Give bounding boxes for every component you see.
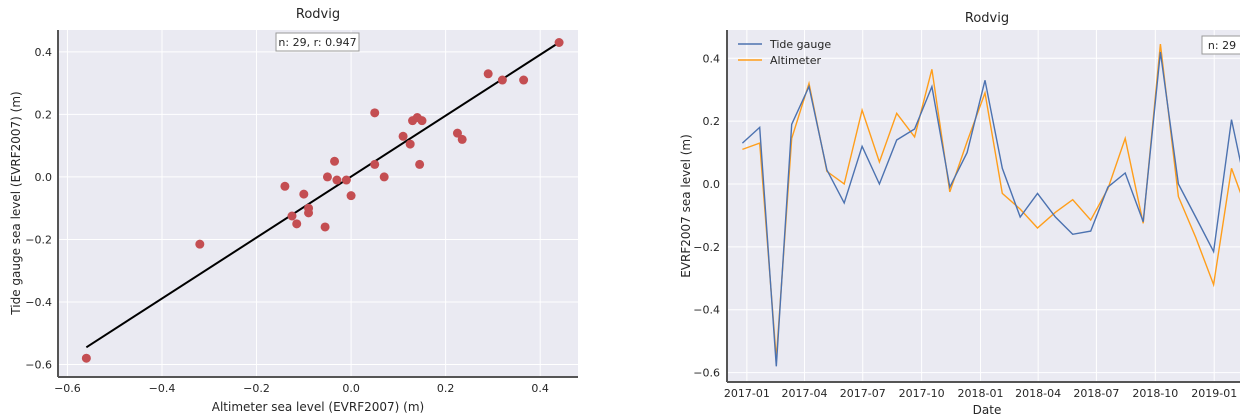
scatter-plot-area <box>58 30 578 377</box>
scatter-point <box>379 172 389 182</box>
timeseries-y-axis-label: EVRF2007 sea level (m) <box>680 134 693 278</box>
scatter-point <box>497 75 507 85</box>
scatter-chart: Rodvig −0.6 −0.4 −0.2 0.0 0.2 0.4 −0.6−0.4−0.… <box>9 7 578 414</box>
scatter-fit-line <box>85 41 560 349</box>
scatter-point <box>320 222 330 232</box>
timeseries-x-tick-label: 2017-10 <box>899 387 945 400</box>
scatter-point <box>405 139 415 149</box>
scatter-point <box>415 159 425 169</box>
timeseries-x-tick-label: 2018-04 <box>1015 387 1061 400</box>
scatter-x-ticks: −0.6 −0.4 −0.2 0.0 0.2 0.4 <box>54 382 549 395</box>
scatter-x-tick-label: 0.0 <box>342 382 360 395</box>
scatter-x-tick-label: 0.4 <box>531 382 549 395</box>
scatter-points <box>81 38 564 363</box>
scatter-point <box>346 191 356 201</box>
scatter-x-tick-label: −0.6 <box>54 382 81 395</box>
scatter-point <box>417 116 427 126</box>
timeseries-x-tick-label: 2017-01 <box>724 387 770 400</box>
timeseries-y-tick-label: 0.0 <box>703 178 721 191</box>
timeseries-lines <box>741 44 1240 367</box>
scatter-y-tick-label: −0.4 <box>25 296 52 309</box>
timeseries-x-tick-label: 2018-01 <box>958 387 1004 400</box>
timeseries-x-ticks: 2017-01 2017-04 2017-07 2017-10 2018-01 2018-… <box>724 387 1237 400</box>
timeseries-x-tick-label: 2018-07 <box>1073 387 1119 400</box>
scatter-point <box>332 175 342 185</box>
timeseries-line-tide-gauge <box>741 51 1240 367</box>
scatter-point <box>292 219 302 229</box>
scatter-point <box>195 239 205 249</box>
timeseries-x-tick-label: 2017-07 <box>840 387 886 400</box>
scatter-x-tick-label: 0.2 <box>437 382 455 395</box>
scatter-grid <box>58 30 578 377</box>
timeseries-annotation-box: n: 29 <box>1201 35 1240 55</box>
timeseries-chart: Rodvig 2017-01 2017-04 2017-07 2017-10 2018-… <box>680 11 1240 417</box>
scatter-point <box>81 353 91 363</box>
scatter-point <box>287 211 297 221</box>
timeseries-legend: Tide gauge Altimeter <box>738 38 831 67</box>
scatter-y-tick-label: 0.4 <box>35 46 53 59</box>
timeseries-y-tick-label: −0.6 <box>693 367 720 380</box>
scatter-y-tick-label: −0.2 <box>25 233 52 246</box>
scatter-y-tick-label: −0.6 <box>25 358 52 371</box>
scatter-title: Rodvig <box>296 7 340 22</box>
timeseries-annotation-frame <box>1201 35 1240 55</box>
scatter-annotation-box: n: 29, r: 0.947 <box>275 32 360 52</box>
scatter-point <box>519 75 529 85</box>
timeseries-x-tick-label: 2018-10 <box>1132 387 1178 400</box>
timeseries-x-axis-label: Date <box>973 403 1002 417</box>
scatter-point <box>280 181 290 191</box>
scatter-point <box>457 134 467 144</box>
scatter-annotation: n: 29, r: 0.947 <box>278 36 356 49</box>
scatter-y-tick-label: 0.0 <box>35 171 53 184</box>
scatter-y-tick-label: 0.2 <box>35 108 53 121</box>
timeseries-y-tick-label: 0.2 <box>703 115 721 128</box>
scatter-point <box>370 108 380 118</box>
timeseries-x-tick-label: 2019-01 <box>1191 387 1237 400</box>
scatter-x-tick-label: −0.2 <box>243 382 270 395</box>
timeseries-title: Rodvig <box>965 11 1009 26</box>
scatter-point <box>304 208 314 218</box>
scatter-x-tick-label: −0.4 <box>149 382 176 395</box>
scatter-y-axis-label: Tide gauge sea level (EVRF2007) (m) <box>9 91 23 315</box>
timeseries-annotation: n: 29 <box>1208 39 1236 52</box>
timeseries-x-tick-label: 2017-04 <box>781 387 827 400</box>
scatter-point <box>483 69 493 79</box>
scatter-point <box>322 172 332 182</box>
scatter-point <box>452 128 462 138</box>
timeseries-grid <box>727 30 1240 382</box>
scatter-point <box>341 175 351 185</box>
timeseries-y-tick-label: −0.4 <box>693 304 720 317</box>
scatter-point <box>398 131 408 141</box>
timeseries-y-tick-label: 0.4 <box>703 52 721 65</box>
scatter-annotation-frame <box>275 32 360 52</box>
scatter-x-axis-label: Altimeter sea level (EVRF2007) (m) <box>212 400 424 414</box>
scatter-fit-line-group <box>85 41 560 349</box>
scatter-point <box>554 38 564 48</box>
scatter-point <box>299 189 309 199</box>
timeseries-y-ticks: −0.6 −0.4 −0.2 0.0 0.2 0.4 <box>693 52 720 379</box>
legend-altimeter-label: Altimeter <box>770 54 822 67</box>
timeseries-plot-area <box>727 30 1240 382</box>
timeseries-y-tick-label: −0.2 <box>693 241 720 254</box>
scatter-y-ticks: −0.6 −0.4 −0.2 0.0 0.2 0.4 <box>25 46 52 372</box>
scatter-point <box>330 156 340 166</box>
scatter-point <box>370 159 380 169</box>
legend-tide-gauge-label: Tide gauge <box>769 38 831 51</box>
